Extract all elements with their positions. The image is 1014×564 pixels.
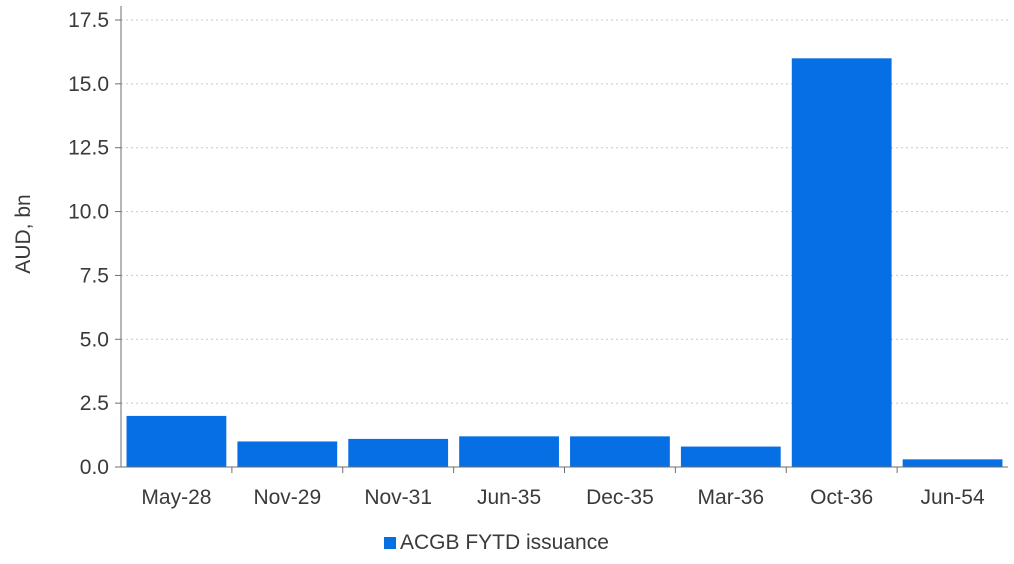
- legend-label: ACGB FYTD issuance: [400, 531, 609, 554]
- y-tick-label: 15.0: [68, 73, 109, 96]
- x-tick-label: Nov-29: [253, 486, 321, 509]
- x-tick-label: May-28: [141, 486, 211, 509]
- x-tick-labels: May-28 Nov-29 Nov-31 Jun-35 Dec-35 Mar-36 Oct-…: [141, 467, 985, 509]
- bar-nov-29: [237, 441, 338, 467]
- x-tick-label: Mar-36: [698, 486, 765, 509]
- y-tick-labels: 0.0 2.5 5.0 7.5 10.0 12.5 15.0 17.5: [68, 9, 121, 479]
- legend-swatch: [384, 537, 396, 549]
- x-tick-label: Oct-36: [810, 486, 873, 509]
- y-tick-label: 0.0: [80, 456, 109, 479]
- x-tick-label: Jun-54: [920, 486, 985, 509]
- bar-jun-35: [459, 436, 559, 467]
- bar-nov-31: [348, 438, 449, 467]
- y-tick-label: 7.5: [80, 264, 109, 287]
- y-tick-label: 12.5: [68, 137, 109, 160]
- y-tick-label: 10.0: [68, 201, 109, 224]
- y-tick-label: 17.5: [68, 9, 109, 32]
- bar-oct-36: [791, 58, 892, 468]
- y-tick-label: 5.0: [80, 328, 109, 351]
- bar-dec-35: [570, 436, 670, 467]
- x-tick-label: Nov-31: [364, 486, 432, 509]
- y-axis-title: AUD, bn: [12, 194, 35, 273]
- x-tick-label: Dec-35: [586, 486, 654, 509]
- bar-may-28: [126, 415, 227, 467]
- bar-jun-54: [902, 459, 1003, 467]
- bar-mar-36: [680, 446, 781, 467]
- bars: [126, 58, 1003, 468]
- y-tick-label: 2.5: [80, 392, 109, 415]
- x-tick-label: Jun-35: [477, 486, 541, 509]
- legend: ACGB FYTD issuance: [384, 531, 609, 555]
